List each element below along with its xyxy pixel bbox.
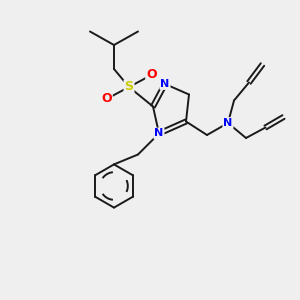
Text: S: S	[124, 80, 134, 94]
Text: N: N	[160, 79, 169, 89]
Text: N: N	[224, 118, 232, 128]
Text: O: O	[101, 92, 112, 106]
Text: N: N	[154, 128, 164, 139]
Text: O: O	[146, 68, 157, 82]
